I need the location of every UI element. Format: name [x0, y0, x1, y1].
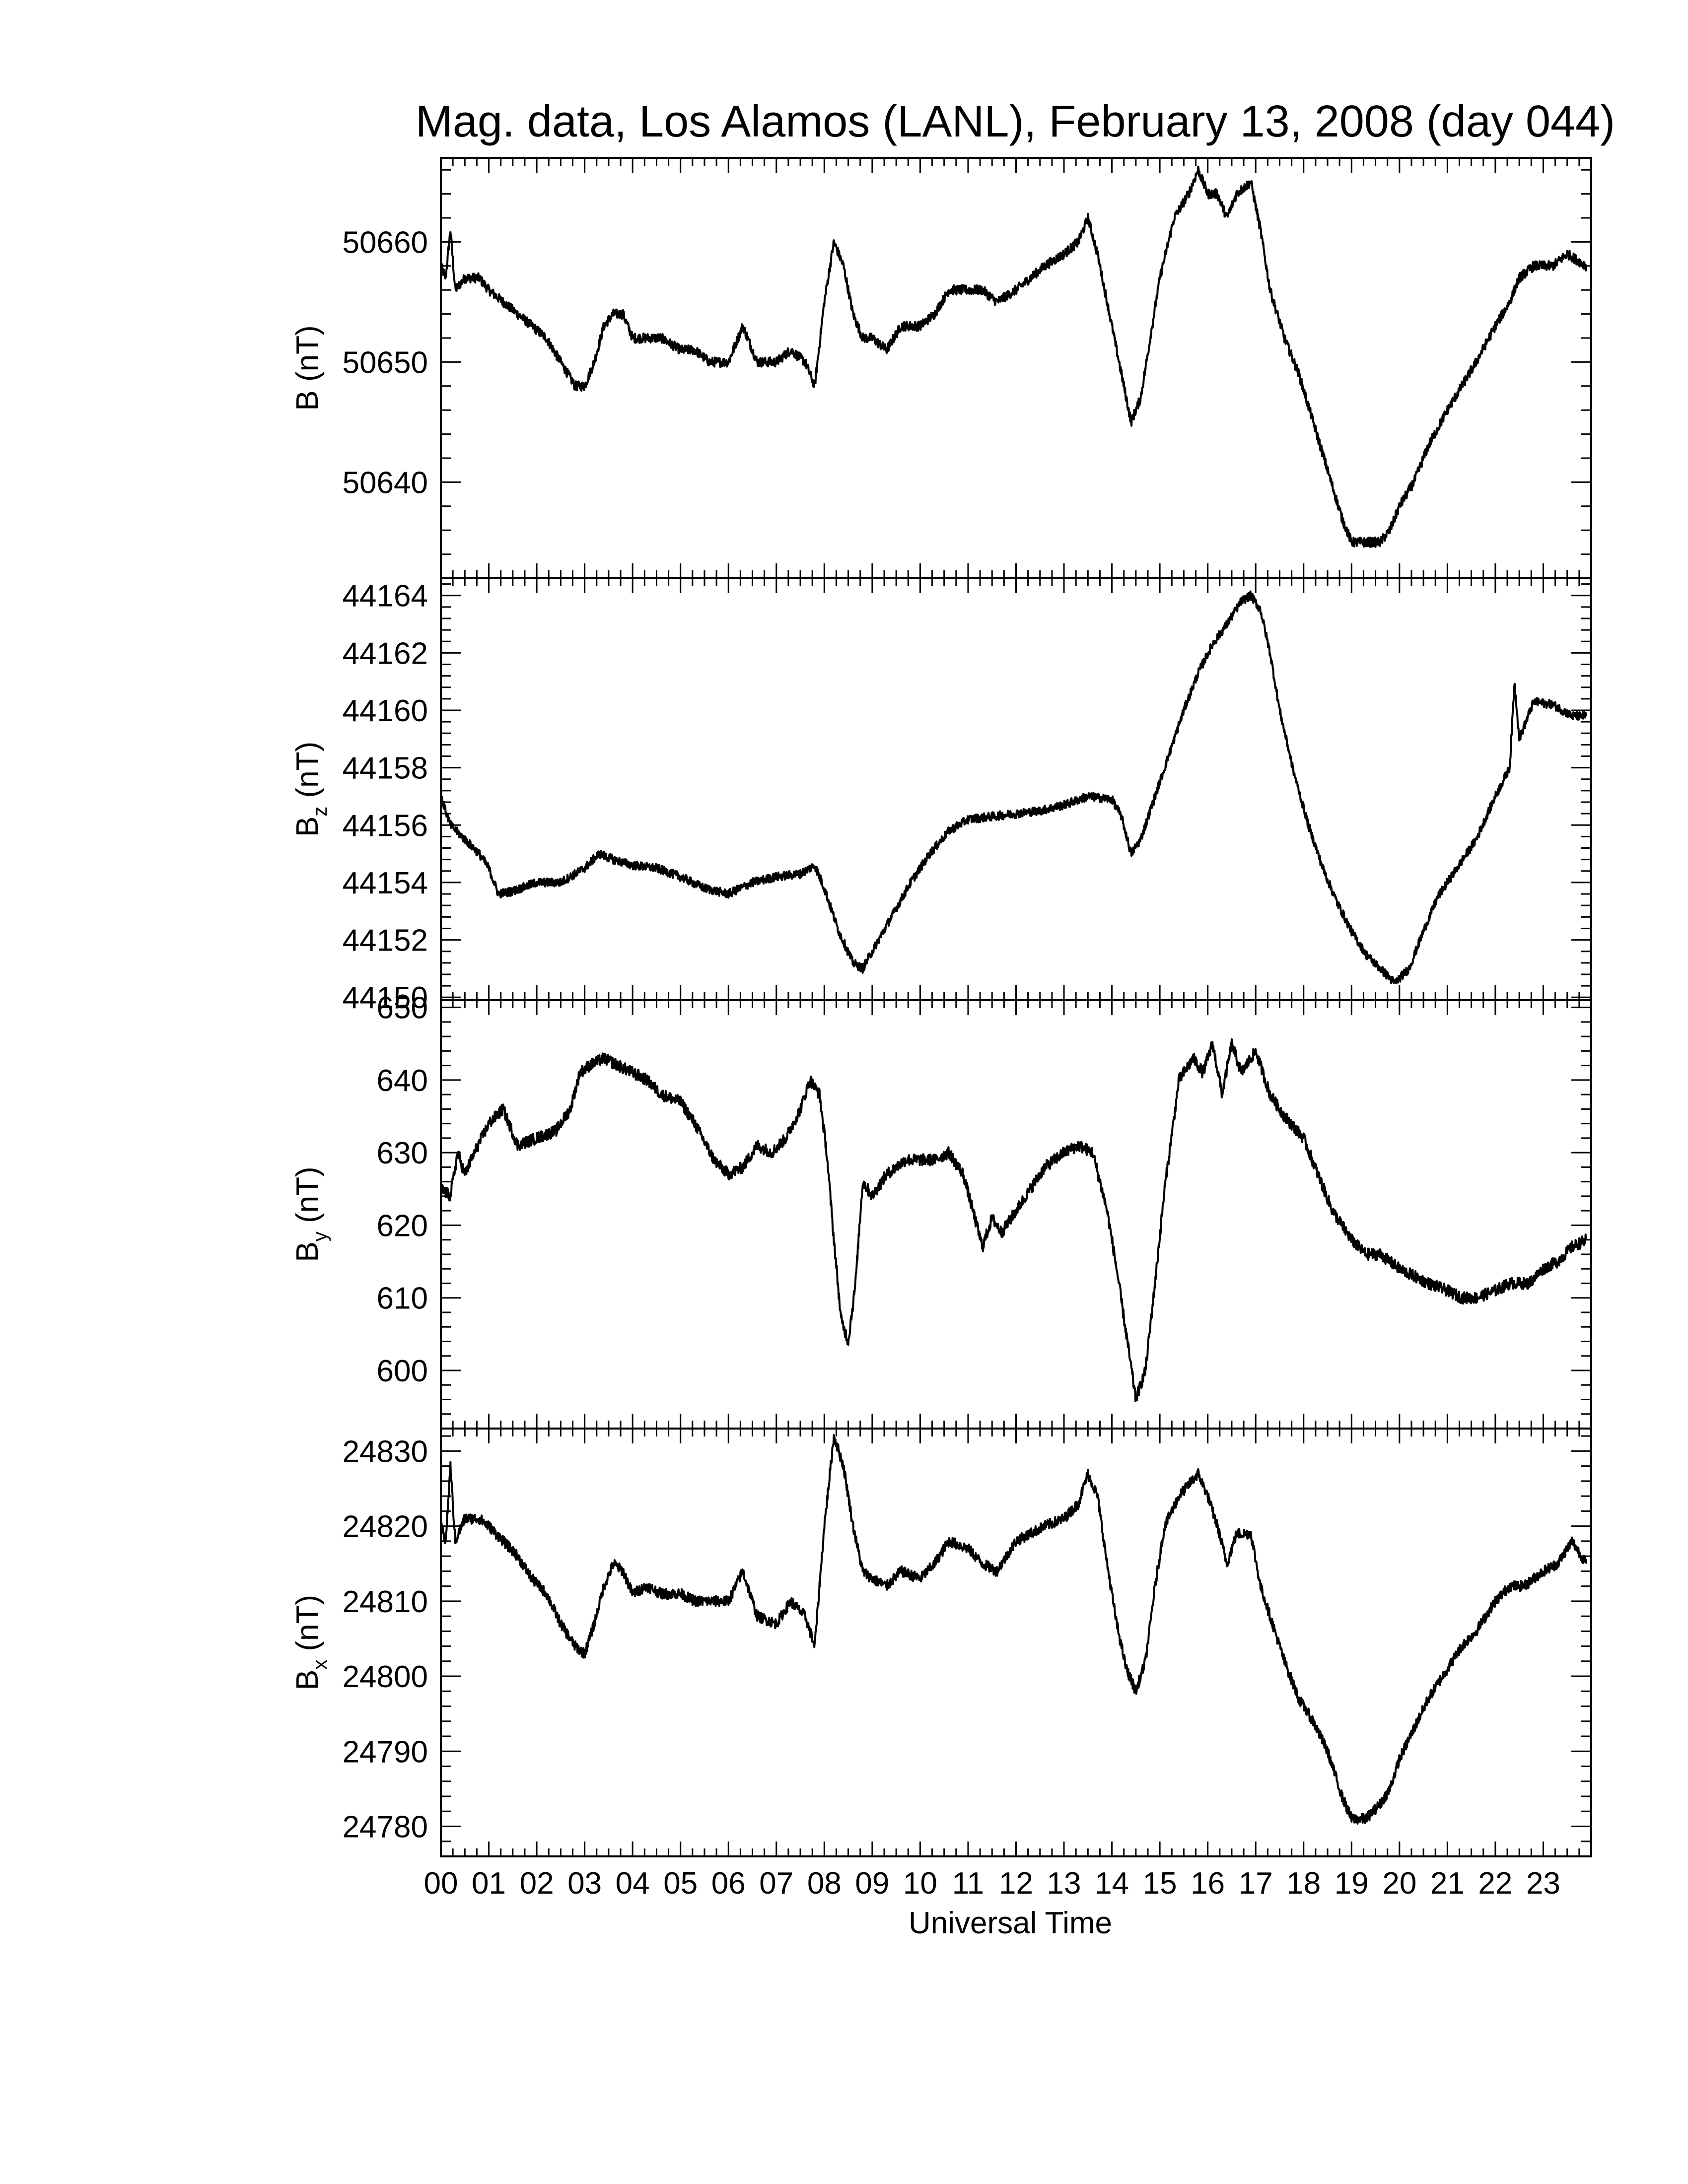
- x-tick-label: 02: [520, 1866, 554, 1901]
- x-axis-label: Universal Time: [909, 1906, 1112, 1940]
- y-tick-label-By: 600: [377, 1354, 428, 1388]
- svg-text:Bx (nT): Bx (nT): [290, 1595, 331, 1690]
- series-line-By: [440, 1038, 1588, 1402]
- series-line-B: [440, 165, 1588, 548]
- panel-frame-Bz: [440, 577, 1592, 1001]
- y-axis-label-main: B: [290, 390, 325, 410]
- panel-By: 600 610 620 630 640 650 By (nT): [290, 991, 1592, 1430]
- y-tick-label-Bx: 24780: [343, 1810, 428, 1844]
- x-tick-label: 07: [759, 1866, 793, 1901]
- x-tick-label: 15: [1143, 1866, 1177, 1901]
- svg-text:B (nT): B (nT): [290, 325, 325, 410]
- y-axis-label-Bx: Bx (nT): [290, 1595, 331, 1690]
- y-axis-label-subscript: y: [309, 1231, 331, 1241]
- y-tick-label-B: 50650: [343, 345, 428, 380]
- y-tick-label-B: 50640: [343, 466, 428, 500]
- panel-frame-B: [440, 157, 1592, 579]
- x-tick-label: 20: [1382, 1866, 1416, 1901]
- svg-text:Bz (nT): Bz (nT): [290, 742, 331, 837]
- y-axis-label-unit: (nT): [290, 742, 325, 807]
- x-tick-label: 06: [711, 1866, 746, 1901]
- x-tick-label: 13: [1047, 1866, 1081, 1901]
- y-tick-label-Bz: 44152: [343, 924, 428, 958]
- x-tick-label: 10: [903, 1866, 937, 1901]
- x-tick-label: 21: [1430, 1866, 1465, 1901]
- y-tick-label-By: 620: [377, 1209, 428, 1243]
- x-axis: 00 01 02 03 04 05 06 07 08 09 10 11 12 13 14 15 16 17 18 19…: [424, 1866, 1560, 1901]
- x-tick-label: 09: [855, 1866, 889, 1901]
- panel-Bx: 24780 24790 24800 24810 24820 24830 Bx (nT): [290, 1428, 1592, 1857]
- x-tick-label: 23: [1526, 1866, 1560, 1901]
- x-tick-label: 03: [567, 1866, 602, 1901]
- y-tick-label-By: 640: [377, 1064, 428, 1098]
- y-tick-label-Bz: 44150: [343, 981, 428, 1015]
- y-tick-label-Bz: 44162: [343, 636, 428, 671]
- chart-title: Mag. data, Los Alamos (LANL), February 1…: [416, 97, 1615, 146]
- y-tick-label-By: 630: [377, 1136, 428, 1170]
- x-tick-label: 12: [999, 1866, 1033, 1901]
- y-tick-label-By: 650: [377, 991, 428, 1025]
- y-tick-label-Bz: 44160: [343, 694, 428, 728]
- y-tick-label-B: 50660: [343, 225, 428, 260]
- y-tick-label-Bz: 44164: [343, 579, 428, 614]
- x-tick-label: 22: [1478, 1866, 1512, 1901]
- panel-B: 50640 50650 50660 B (nT): [290, 157, 1592, 579]
- y-axis-label-main: B: [290, 1670, 325, 1690]
- x-tick-label: 17: [1239, 1866, 1273, 1901]
- series-line-Bz: [440, 590, 1588, 984]
- y-tick-label-Bx: 24820: [343, 1510, 428, 1544]
- x-tick-label: 05: [663, 1866, 698, 1901]
- x-tick-label: 04: [616, 1866, 650, 1901]
- x-tick-label: 00: [424, 1866, 458, 1901]
- y-axis-label-unit: (nT): [290, 1595, 325, 1660]
- y-tick-label-Bz: 44158: [343, 751, 428, 786]
- y-axis-label-unit: (nT): [290, 1166, 325, 1231]
- y-tick-label-By: 610: [377, 1282, 428, 1316]
- y-axis-label-unit: (nT): [290, 325, 325, 390]
- x-tick-label: 11: [952, 1866, 984, 1901]
- y-axis-label-B: B (nT): [290, 325, 325, 410]
- x-tick-label: 01: [472, 1866, 506, 1901]
- y-tick-label-Bz: 44154: [343, 866, 428, 900]
- panel-frame-Bx: [440, 1428, 1592, 1857]
- y-axis-label-By: By (nT): [290, 1166, 331, 1262]
- y-tick-label-Bx: 24830: [343, 1434, 428, 1469]
- svg-text:By (nT): By (nT): [290, 1166, 331, 1262]
- y-axis-label-main: B: [290, 817, 325, 837]
- y-axis-label-subscript: x: [309, 1660, 331, 1670]
- y-axis-label-main: B: [290, 1241, 325, 1262]
- panel-Bz: 44150 44152 44154 44156 44158 44160 44162 44164…: [290, 577, 1592, 1015]
- x-tick-label: 08: [807, 1866, 842, 1901]
- x-tick-label: 14: [1095, 1866, 1129, 1901]
- y-axis-label-Bz: Bz (nT): [290, 742, 331, 837]
- y-axis-label-subscript: z: [309, 807, 331, 817]
- x-tick-label: 19: [1335, 1866, 1369, 1901]
- series-line-Bx: [440, 1434, 1588, 1825]
- y-tick-label-Bx: 24810: [343, 1585, 428, 1619]
- x-tick-label: 18: [1286, 1866, 1321, 1901]
- y-tick-label-Bx: 24800: [343, 1660, 428, 1694]
- x-tick-label: 16: [1191, 1866, 1225, 1901]
- y-tick-label-Bz: 44156: [343, 809, 428, 843]
- y-tick-label-Bx: 24790: [343, 1735, 428, 1769]
